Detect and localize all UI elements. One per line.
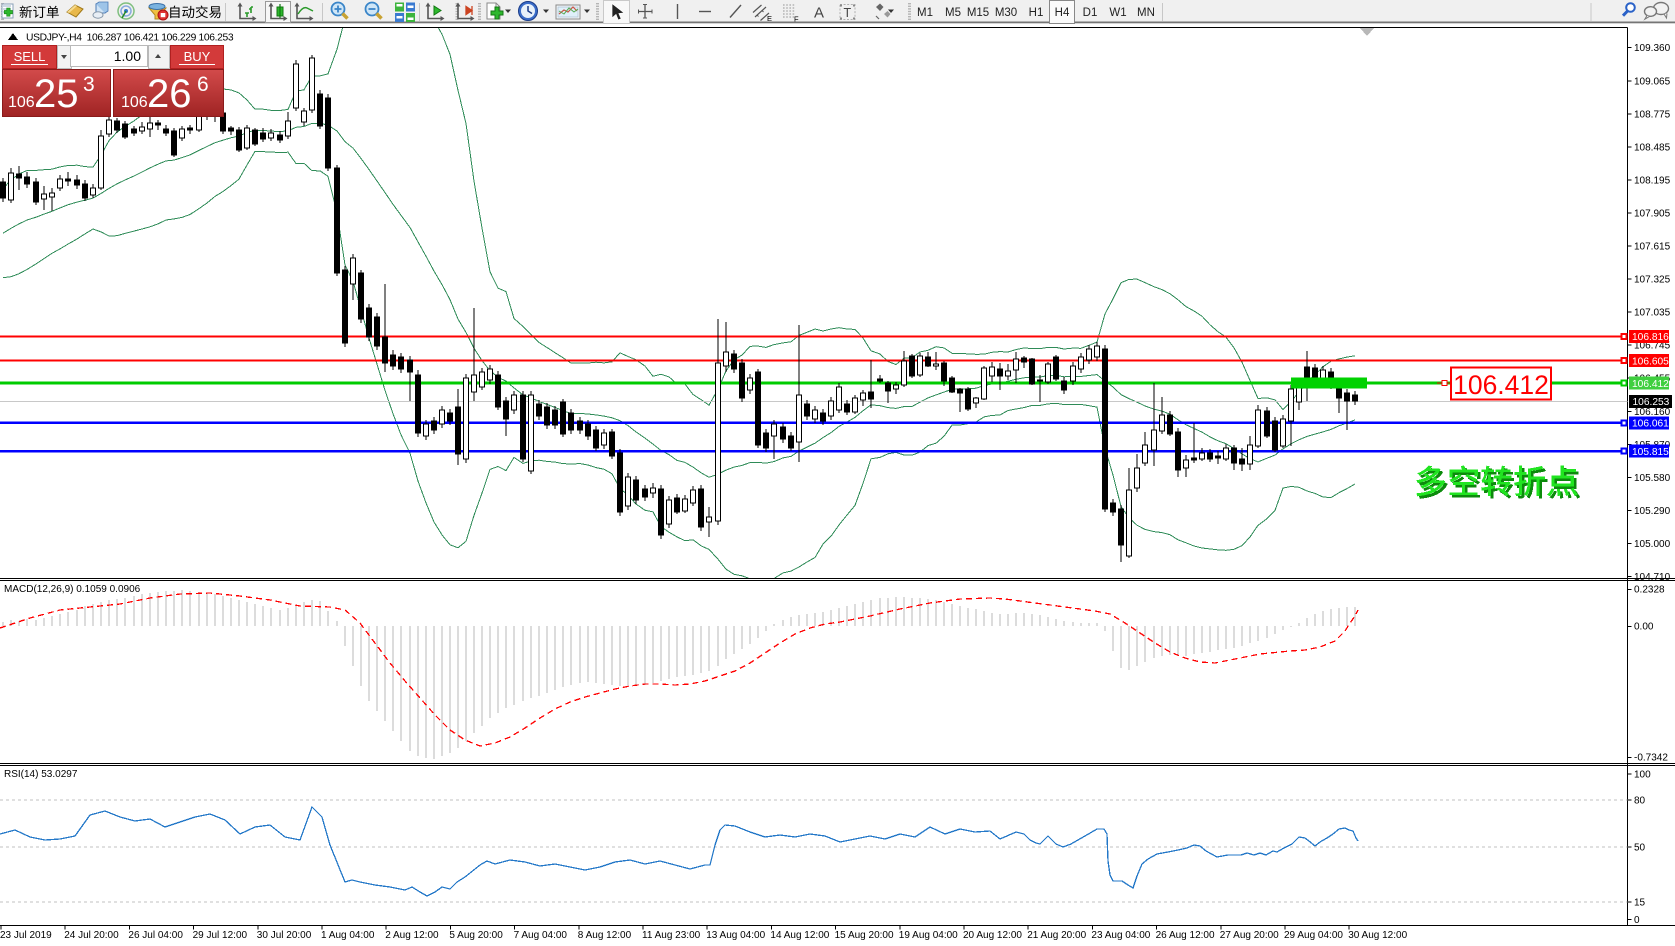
- svg-text:100: 100: [1634, 770, 1651, 781]
- svg-text:7 Aug 04:00: 7 Aug 04:00: [514, 930, 568, 941]
- svg-text:106.061: 106.061: [1632, 419, 1669, 430]
- svg-text:105.000: 105.000: [1634, 539, 1671, 550]
- svg-text:26 Jul 04:00: 26 Jul 04:00: [128, 930, 183, 941]
- svg-text:-0.7342: -0.7342: [1634, 753, 1668, 764]
- svg-text:106.412: 106.412: [1453, 370, 1549, 400]
- svg-text:80: 80: [1634, 796, 1646, 807]
- svg-text:15: 15: [1634, 898, 1646, 909]
- svg-text:106.160: 106.160: [1634, 407, 1671, 418]
- svg-text:105.580: 105.580: [1634, 473, 1671, 484]
- svg-text:109.360: 109.360: [1634, 43, 1671, 54]
- svg-text:15 Aug 20:00: 15 Aug 20:00: [835, 930, 894, 941]
- svg-text:21 Aug 20:00: 21 Aug 20:00: [1027, 930, 1086, 941]
- svg-text:105.290: 105.290: [1634, 506, 1671, 517]
- svg-text:D1: D1: [1083, 7, 1098, 19]
- svg-text:2 Aug 12:00: 2 Aug 12:00: [385, 930, 439, 941]
- svg-text:M15: M15: [967, 7, 989, 19]
- svg-text:108.775: 108.775: [1634, 110, 1671, 121]
- svg-text:11 Aug 23:00: 11 Aug 23:00: [642, 930, 701, 941]
- svg-text:106.745: 106.745: [1634, 341, 1671, 352]
- svg-text:107.035: 107.035: [1634, 308, 1671, 319]
- svg-text:5 Aug 20:00: 5 Aug 20:00: [449, 930, 503, 941]
- svg-text:23 Aug 04:00: 23 Aug 04:00: [1091, 930, 1150, 941]
- svg-text:24 Jul 20:00: 24 Jul 20:00: [64, 930, 119, 941]
- svg-text:104.710: 104.710: [1634, 572, 1671, 583]
- svg-text:20 Aug 12:00: 20 Aug 12:00: [963, 930, 1022, 941]
- svg-text:E: E: [767, 14, 772, 23]
- svg-text:M5: M5: [945, 7, 961, 19]
- svg-text:106.412: 106.412: [1632, 379, 1669, 390]
- svg-text:108.485: 108.485: [1634, 143, 1671, 154]
- svg-text:M1: M1: [917, 7, 933, 19]
- svg-text:27 Aug 20:00: 27 Aug 20:00: [1220, 930, 1279, 941]
- svg-text:50: 50: [1634, 843, 1646, 854]
- svg-text:106.605: 106.605: [1632, 357, 1669, 368]
- svg-text:H1: H1: [1029, 7, 1044, 19]
- svg-text:19 Aug 04:00: 19 Aug 04:00: [899, 930, 958, 941]
- svg-text:106.816: 106.816: [1632, 332, 1669, 343]
- svg-text:29 Jul 12:00: 29 Jul 12:00: [193, 930, 248, 941]
- svg-text:0: 0: [1634, 915, 1640, 926]
- svg-text:1 Aug 04:00: 1 Aug 04:00: [321, 930, 375, 941]
- svg-text:RSI(14) 53.0297: RSI(14) 53.0297: [4, 769, 78, 780]
- svg-text:106.253: 106.253: [1633, 397, 1670, 408]
- svg-text:MN: MN: [1137, 7, 1155, 19]
- svg-text:USDJPY-,H4 106.287 106.421 10: USDJPY-,H4 106.287 106.421 106.229 106.2…: [26, 33, 234, 44]
- svg-text:109.065: 109.065: [1634, 77, 1671, 88]
- svg-text:105.815: 105.815: [1632, 447, 1669, 458]
- svg-text:107.615: 107.615: [1634, 242, 1671, 253]
- svg-text:MACD(12,26,9) 0.1059 0.0906: MACD(12,26,9) 0.1059 0.0906: [4, 584, 141, 595]
- svg-text:13 Aug 04:00: 13 Aug 04:00: [706, 930, 765, 941]
- svg-text:30 Aug 12:00: 30 Aug 12:00: [1348, 930, 1407, 941]
- svg-text:108.195: 108.195: [1634, 176, 1671, 187]
- svg-text:8 Aug 12:00: 8 Aug 12:00: [578, 930, 632, 941]
- svg-text:W1: W1: [1109, 7, 1126, 19]
- svg-text:30 Jul 20:00: 30 Jul 20:00: [257, 930, 312, 941]
- svg-text:14 Aug 12:00: 14 Aug 12:00: [770, 930, 829, 941]
- svg-text:H4: H4: [1055, 7, 1070, 19]
- svg-text:29 Aug 04:00: 29 Aug 04:00: [1284, 930, 1343, 941]
- svg-text:A: A: [814, 5, 824, 22]
- svg-text:M30: M30: [995, 7, 1017, 19]
- svg-text:107.325: 107.325: [1634, 275, 1671, 286]
- svg-text:0.00: 0.00: [1634, 622, 1654, 633]
- svg-text:0.2328: 0.2328: [1634, 585, 1665, 596]
- svg-text:107.905: 107.905: [1634, 209, 1671, 220]
- svg-text:26 Aug 12:00: 26 Aug 12:00: [1156, 930, 1215, 941]
- svg-text:T: T: [844, 6, 852, 20]
- svg-text:23 Jul 2019: 23 Jul 2019: [0, 930, 52, 941]
- svg-text:F: F: [794, 15, 799, 24]
